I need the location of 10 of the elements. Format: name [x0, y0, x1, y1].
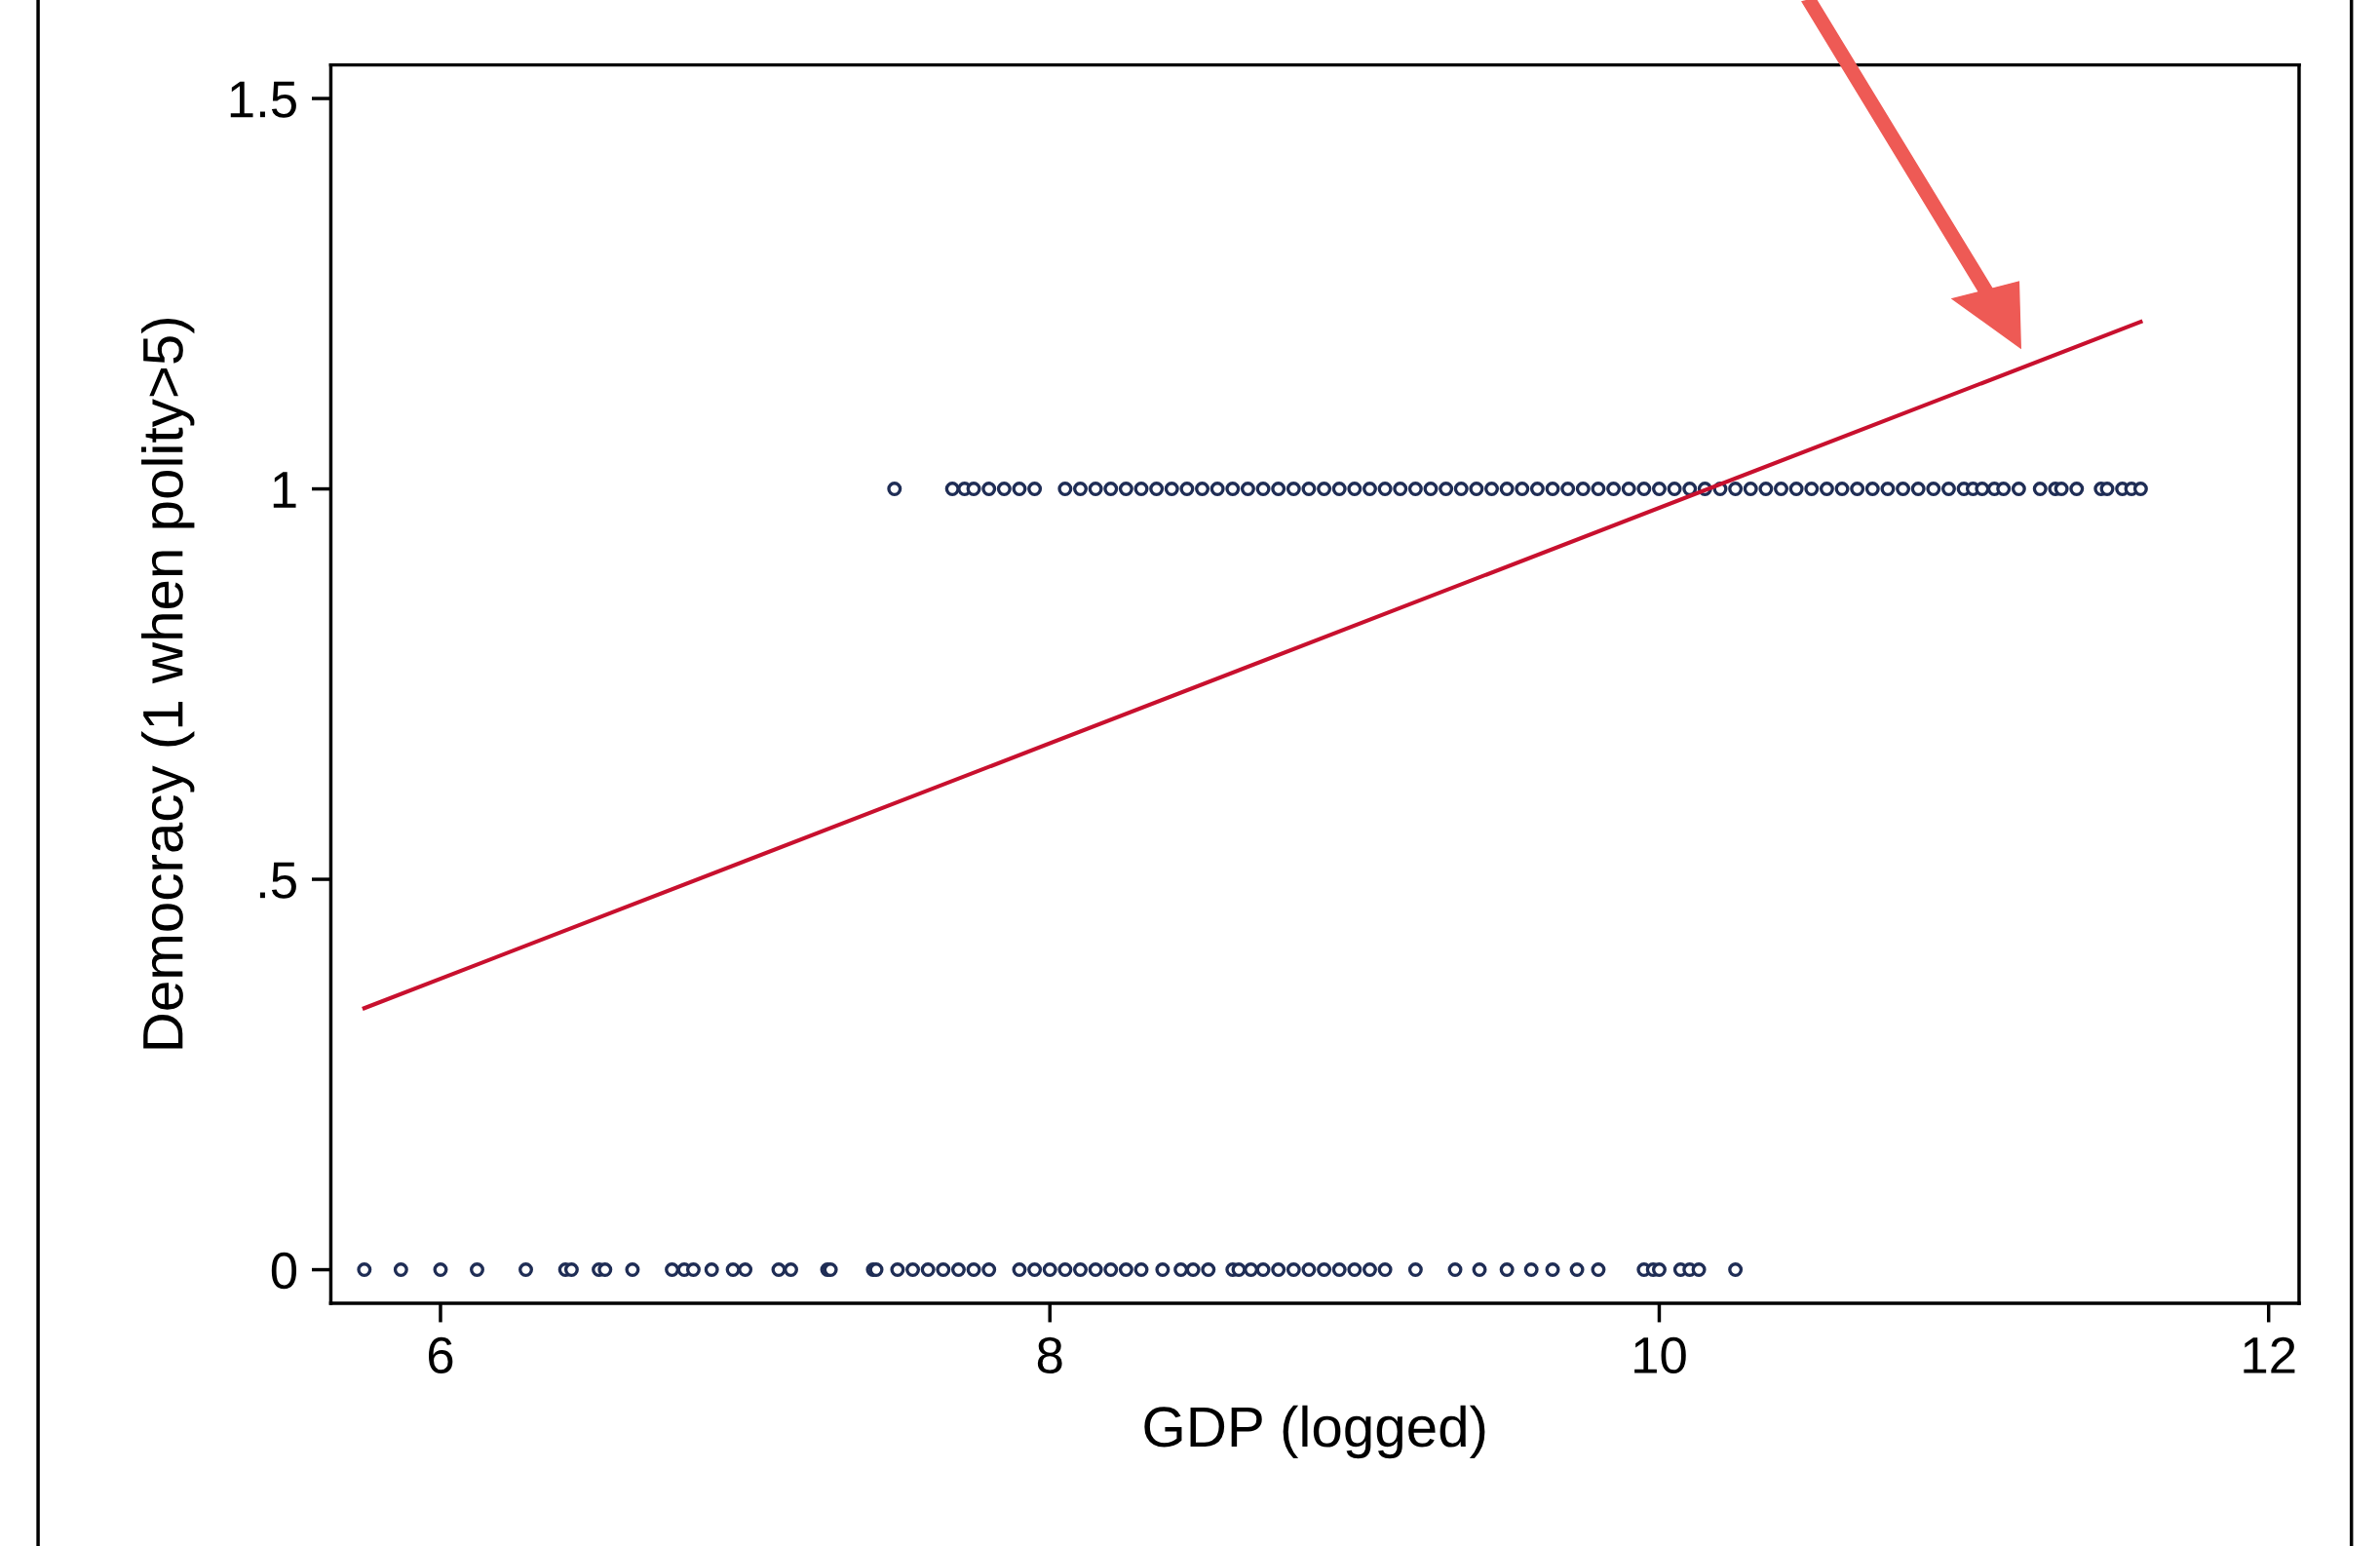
y-tick-label: 1.5	[230, 81, 296, 118]
x-tick-label: 10	[1634, 1336, 1686, 1374]
y-tick-label: 1	[273, 472, 296, 508]
y-tick-label: .5	[259, 862, 296, 899]
y-tick-label: 0	[271, 1252, 297, 1290]
x-axis-title: GDP (logged)	[1144, 1405, 1485, 1459]
x-tick-label: 8	[1037, 1336, 1062, 1374]
y-axis-title: Democracy (1 when polity>5)	[141, 318, 195, 1049]
x-tick-label: 12	[2244, 1336, 2295, 1373]
x-tick-label: 6	[428, 1336, 453, 1374]
